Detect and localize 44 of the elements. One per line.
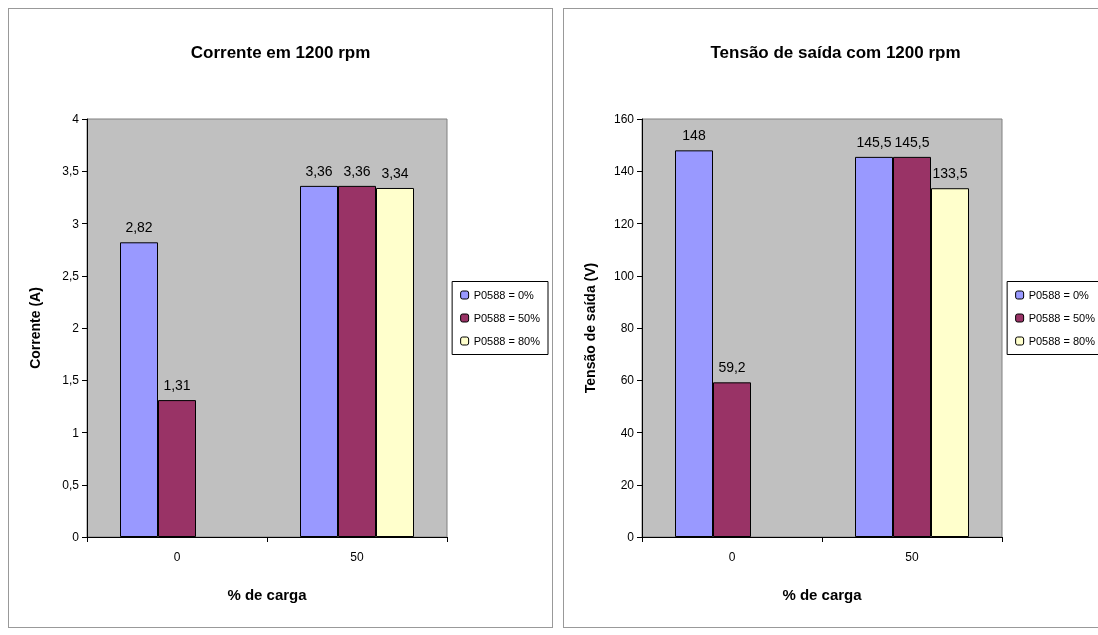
y-tick-label: 0 (72, 530, 80, 544)
x-axis-title: % de carga (227, 586, 308, 603)
data-label: 3,36 (343, 162, 371, 179)
x-tick-label: 0 (173, 550, 181, 564)
y-tick-label: 4 (72, 112, 80, 126)
x-tick-label: 50 (350, 550, 364, 564)
y-tick-label: 1,5 (62, 373, 80, 388)
y-tick-label: 3,5 (62, 164, 80, 179)
data-label: 59,2 (718, 359, 746, 376)
legend-label: P0588 = 80% (1028, 335, 1096, 347)
data-label: 145,5 (856, 133, 892, 150)
legend-label: P0588 = 0% (1028, 289, 1090, 301)
y-tick-label: 2 (72, 321, 80, 335)
y-tick-label: 100 (613, 268, 635, 283)
y-tick-label: 0 (627, 530, 635, 544)
legend-label: P0588 = 80% (473, 335, 541, 347)
y-tick-label: 60 (620, 373, 635, 388)
x-axis-title: % de carga (782, 586, 863, 603)
legend-label: P0588 = 50% (1028, 312, 1096, 324)
chart-title: Corrente em 1200 rpm (190, 43, 371, 62)
y-tick-label: 2,5 (62, 268, 80, 283)
y-axis-title: Corrente (A) (27, 287, 43, 369)
data-label: 133,5 (932, 165, 968, 182)
x-tick-label: 50 (905, 550, 919, 564)
y-tick-label: 40 (620, 425, 635, 440)
data-label: 3,36 (305, 162, 333, 179)
y-axis-title: Tensão de saída (V) (582, 262, 598, 394)
data-label: 145,5 (894, 133, 930, 150)
y-tick-label: 140 (613, 164, 635, 179)
x-tick-label: 0 (728, 550, 736, 564)
y-tick-label: 80 (620, 321, 635, 335)
data-label: 1,31 (163, 377, 191, 394)
y-tick-label: 1 (72, 425, 80, 440)
y-tick-label: 160 (613, 112, 635, 126)
data-label: 148 (682, 127, 706, 144)
y-tick-label: 120 (613, 216, 635, 231)
legend-label: P0588 = 50% (473, 312, 541, 324)
chart-title: Tensão de saída com 1200 rpm (710, 43, 961, 62)
data-label: 3,34 (381, 164, 409, 181)
y-tick-label: 0,5 (62, 477, 80, 492)
legend-label: P0588 = 0% (473, 289, 535, 301)
y-tick-label: 3 (72, 216, 80, 231)
y-tick-label: 20 (620, 477, 635, 492)
data-label: 2,82 (125, 219, 153, 236)
